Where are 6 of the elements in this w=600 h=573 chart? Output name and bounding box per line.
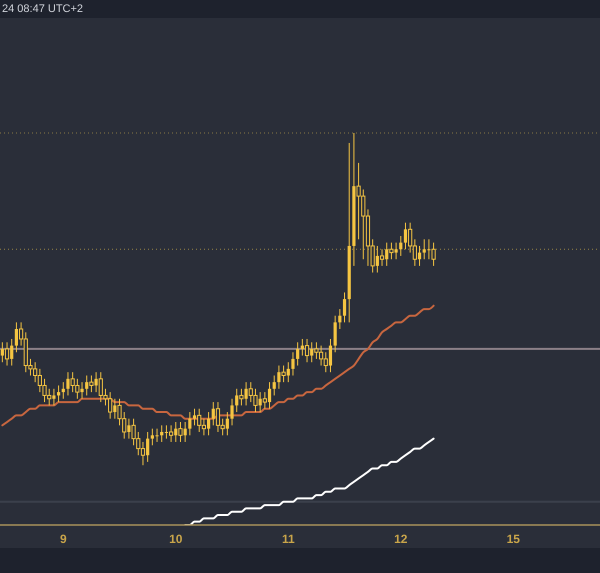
text: 24 08:47 UTC+2 — [2, 3, 84, 15]
x-tick-label: 12 — [394, 532, 408, 546]
x-tick-label: 10 — [169, 532, 183, 546]
x-tick-label: 11 — [282, 532, 295, 546]
x-tick-label: 15 — [506, 532, 520, 546]
x-tick-label: 9 — [60, 532, 67, 546]
